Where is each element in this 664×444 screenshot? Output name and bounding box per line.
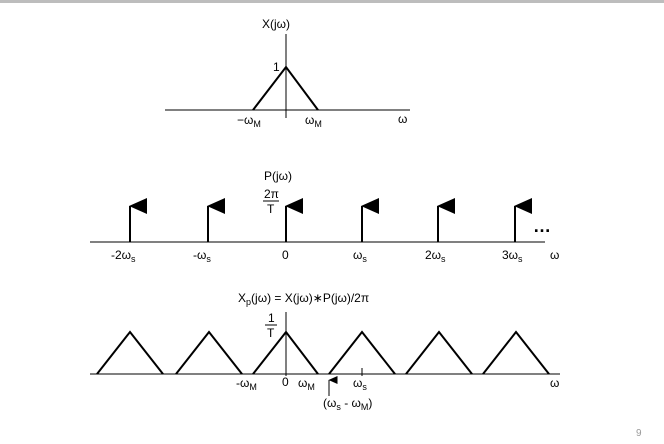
plot-p-tick-label: ωs [353, 248, 367, 264]
plot-x-triangle-spectrum [252, 65, 319, 111]
plot-xp-sampled-spectrum: Xp(jω) = X(jω)∗P(jω)/2π 1 T -ωM 0 ωM ωs … [90, 291, 560, 412]
top-cropped-strip [0, 0, 664, 3]
plot-xp-axis-label: ω [550, 376, 559, 390]
plot-xp-amplitude-denominator: T [267, 326, 275, 340]
plot-xp-triangle-replica [252, 330, 319, 375]
plot-xp-triangle-replica [482, 330, 550, 375]
plot-xp-neg-omega-m-label: -ωM [236, 376, 257, 392]
plot-xp-triangle-replica [175, 330, 243, 375]
plot-xp-triangle-replica [96, 330, 164, 375]
plot-xp-triangle-replica [405, 330, 473, 375]
plot-p-tick-label: 2ωs [425, 248, 446, 264]
plot-xp-title: Xp(jω) = X(jω)∗P(jω)/2π [238, 291, 369, 307]
plot-p-title: P(jω) [264, 169, 292, 183]
plot-p-ellipsis: … [533, 216, 551, 236]
plot-p-tick-label: -2ωs [111, 248, 136, 264]
plot-p-impulse-train: P(jω) 2π T … -2ωs -ωs 0 ωs 2ωs 3ωs ω [90, 169, 559, 264]
plot-x-peak-label: 1 [273, 60, 280, 74]
plot-p-tick-label: 0 [282, 248, 289, 262]
plot-xp-amplitude-numerator: 1 [268, 311, 275, 325]
plot-xp-zero-label: 0 [282, 375, 289, 389]
plot-p-amplitude-numerator: 2π [264, 187, 279, 201]
plot-x-axis-label: ω [398, 112, 407, 126]
plot-x-neg-omega-m-label: −ωM [237, 113, 261, 129]
plot-x-spectrum: X(jω) 1 −ωM ωM ω [165, 17, 410, 129]
plot-x-title: X(jω) [262, 17, 290, 31]
plot-p-tick-label: -ωs [193, 248, 211, 264]
plot-xp-omega-s-label: ωs [353, 376, 367, 392]
plot-xp-triangle-replica [328, 330, 396, 375]
plot-xp-overlap-point-label: (ωs - ωM) [323, 396, 372, 412]
plot-p-tick-label: 3ωs [502, 248, 523, 264]
plot-p-axis-label: ω [550, 248, 559, 262]
plot-p-amplitude-denominator: T [267, 202, 275, 216]
plot-xp-omega-m-label: ωM [298, 376, 315, 392]
page-number: 9 [636, 428, 642, 439]
plot-x-omega-m-label: ωM [305, 113, 322, 129]
